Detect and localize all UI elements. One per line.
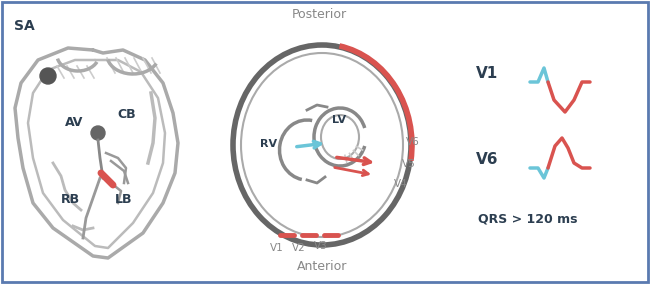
Text: AV: AV — [65, 116, 83, 129]
Text: V6: V6 — [476, 152, 499, 167]
Text: RB: RB — [61, 193, 80, 206]
Text: V2: V2 — [292, 243, 306, 253]
Text: CB: CB — [117, 108, 136, 121]
Text: SA: SA — [14, 19, 34, 33]
Text: V1: V1 — [476, 66, 499, 81]
Text: V4: V4 — [394, 179, 408, 189]
Text: V1: V1 — [270, 243, 284, 253]
Polygon shape — [15, 48, 178, 258]
Text: QRS > 120 ms: QRS > 120 ms — [478, 212, 577, 225]
Text: LV: LV — [332, 115, 346, 125]
Text: V6: V6 — [406, 137, 420, 147]
Text: V5: V5 — [402, 159, 416, 169]
Text: V3: V3 — [314, 241, 328, 251]
Circle shape — [91, 126, 105, 140]
Text: LB: LB — [115, 193, 133, 206]
Text: Posterior: Posterior — [292, 8, 347, 21]
Ellipse shape — [233, 45, 411, 245]
Text: RV: RV — [260, 139, 277, 149]
Text: Anterior: Anterior — [297, 260, 347, 273]
Ellipse shape — [321, 115, 359, 159]
Circle shape — [40, 68, 56, 84]
